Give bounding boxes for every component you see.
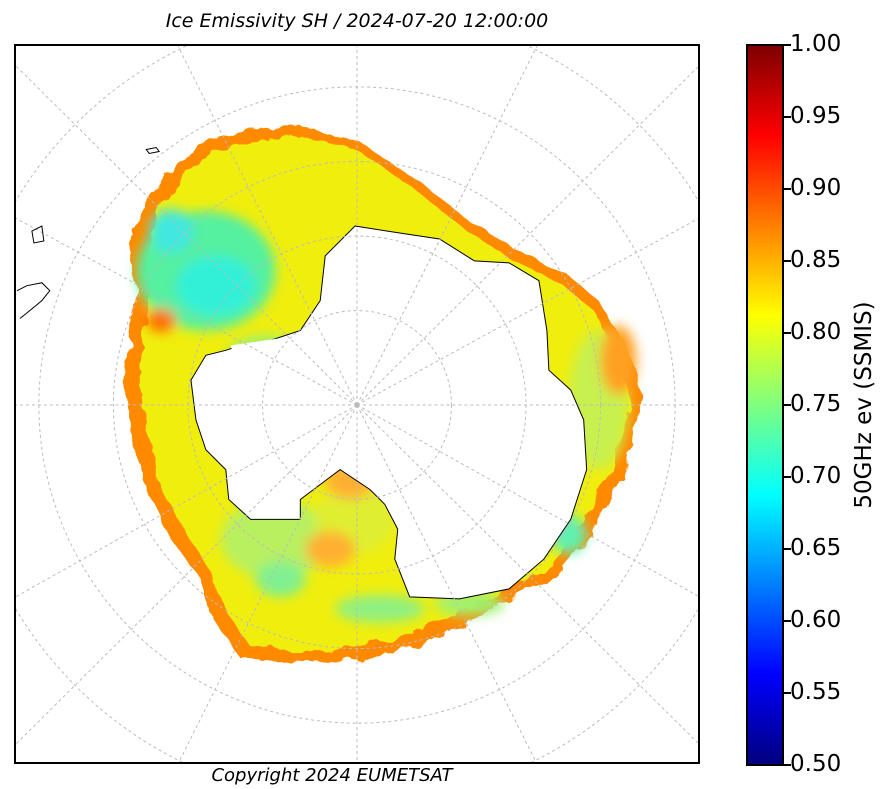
sea-ice-map (16, 46, 698, 762)
colorbar-tick-label: 0.65 (790, 535, 842, 561)
colorbar-tick-label: 1.00 (790, 31, 842, 57)
peninsula-notch (230, 335, 311, 396)
colorbar-tick (784, 116, 791, 118)
colorbar-tick-label: 0.50 (790, 751, 842, 777)
colorbar-tick (784, 332, 791, 334)
colorbar-tick (784, 44, 791, 46)
colorbar-tick (784, 260, 791, 262)
colorbar-tick-label: 0.90 (790, 175, 842, 201)
colorbar-tick-label: 0.95 (790, 103, 842, 129)
colorbar-tick-label: 0.55 (790, 679, 842, 705)
colorbar-label: 50GHz ev (SSMIS) (851, 301, 877, 509)
colorbar-tick (784, 692, 791, 694)
colorbar-tick-label: 0.75 (790, 391, 842, 417)
colorbar-tick (784, 548, 791, 550)
colorbar-tick-label: 0.80 (790, 319, 842, 345)
colorbar (746, 44, 784, 766)
colorbar-tick-label: 0.85 (790, 247, 842, 273)
colorbar-tick (784, 620, 791, 622)
colorbar-tick-label: 0.60 (790, 607, 842, 633)
map-title: Ice Emissivity SH / 2024-07-20 12:00:00 (165, 10, 549, 32)
copyright-text: Copyright 2024 EUMETSAT (211, 765, 453, 786)
colorbar-tick (784, 764, 791, 766)
colorbar-tick-label: 0.70 (790, 463, 842, 489)
graticule (16, 46, 698, 762)
colorbar-tick (784, 404, 791, 406)
south-america-coast (16, 146, 161, 319)
colorbar-tick (784, 476, 791, 478)
map-panel[interactable] (14, 44, 700, 764)
colorbar-tick (784, 188, 791, 190)
